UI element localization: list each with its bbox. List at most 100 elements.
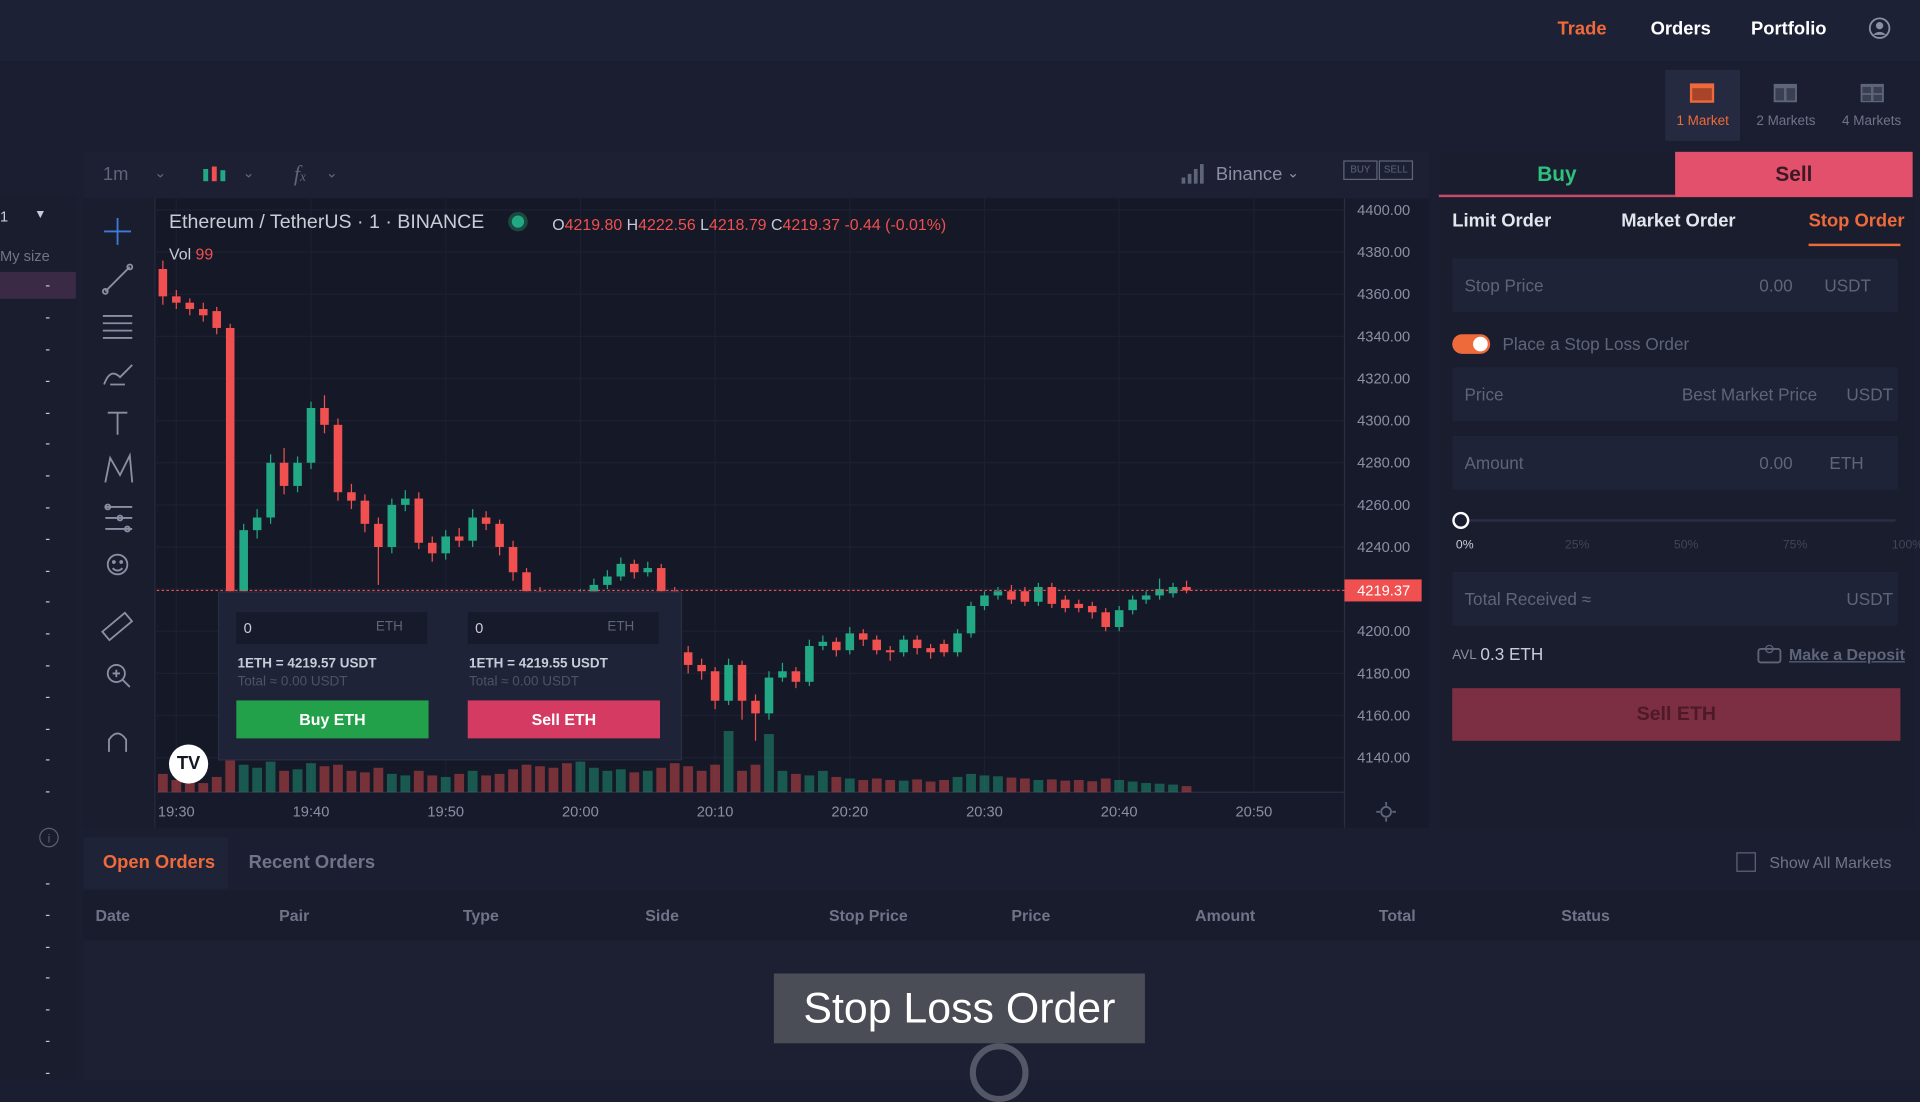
checkbox[interactable] — [1736, 852, 1756, 872]
buy-button[interactable]: Buy ETH — [236, 700, 429, 739]
dropdown-arrow[interactable]: ⌄ — [154, 164, 167, 182]
candle-body — [683, 652, 693, 665]
volume-bar — [400, 775, 411, 793]
candle-body — [899, 639, 908, 653]
indicators-icon[interactable]: fx — [293, 161, 307, 187]
dropdown-arrow[interactable]: ⌄ — [325, 164, 339, 182]
dropdown-arrow[interactable]: ▼ — [34, 208, 47, 222]
market-icon — [1860, 83, 1884, 103]
price-field[interactable]: Price Best Market Price USDT — [1452, 367, 1898, 422]
volume-bar — [1100, 778, 1111, 793]
column-header: Stop Price — [828, 906, 908, 925]
buy-amount-input[interactable] — [236, 612, 428, 645]
y-tick-label: 4160.00 — [1357, 708, 1410, 724]
slider-track[interactable] — [1459, 519, 1896, 522]
column-header: Pair — [279, 906, 310, 925]
order-type[interactable]: Limit Order — [1452, 210, 1552, 232]
side-row: - — [45, 720, 51, 738]
trendline-tool[interactable] — [101, 263, 134, 295]
field-unit: ETH — [1829, 453, 1864, 473]
candle-body — [1034, 587, 1043, 602]
dropdown-arrow[interactable]: ⌄ — [1286, 164, 1300, 182]
buy-tab[interactable]: Buy — [1438, 152, 1676, 198]
order-type-active[interactable]: Stop Order — [1808, 210, 1905, 232]
sell-amount-input[interactable] — [467, 612, 659, 645]
crosshair-tool[interactable] — [104, 217, 132, 245]
side-row: - — [45, 1064, 51, 1082]
prediction-tool[interactable] — [104, 503, 133, 533]
caption: Stop Loss Order — [773, 973, 1145, 1044]
slider-thumb[interactable] — [1452, 511, 1470, 529]
exchange-select[interactable]: Binance — [1215, 164, 1283, 185]
zoom-tool[interactable] — [106, 663, 131, 688]
nav-item[interactable]: Portfolio — [1751, 18, 1827, 40]
order-type[interactable]: Market Order — [1621, 210, 1736, 232]
market-tab-label[interactable]: 4 Markets — [1842, 113, 1902, 129]
y-tick-label: 4300.00 — [1357, 414, 1410, 430]
market-tab-label[interactable]: 1 Market — [1676, 113, 1729, 129]
candle-body — [347, 492, 356, 501]
side-row: - — [45, 592, 51, 610]
volume-bar — [602, 770, 613, 793]
volume-bar — [548, 767, 559, 793]
volume-bar — [184, 781, 195, 793]
volume-bar — [844, 778, 855, 793]
ruler-tool[interactable] — [101, 611, 134, 642]
sell-tab[interactable]: Sell — [1675, 151, 1913, 198]
brush-tool[interactable] — [103, 364, 133, 386]
buy-toggle[interactable]: BUY — [1343, 160, 1378, 180]
column-header: Price — [1011, 906, 1051, 925]
text-tool[interactable] — [107, 411, 128, 435]
volume-key: Vol — [168, 244, 192, 264]
candle-body — [1182, 587, 1191, 591]
volume-bar — [791, 773, 801, 793]
volume-bar — [292, 769, 303, 793]
volume-bar — [157, 773, 168, 793]
nav-item[interactable]: Trade — [1557, 18, 1607, 40]
pattern-tool[interactable] — [104, 452, 134, 483]
column-header: Status — [1561, 906, 1610, 925]
market-tab-active[interactable] — [1665, 69, 1740, 141]
emoji-tool[interactable] — [106, 553, 129, 576]
side-row: - — [45, 562, 51, 580]
orders-tab-active-bg — [83, 837, 228, 889]
buy-amount[interactable]: 0 — [243, 619, 252, 637]
side-interval[interactable]: 1 — [0, 208, 9, 226]
slider-label: 0% — [1455, 538, 1474, 553]
sell-amount[interactable]: 0 — [475, 619, 484, 637]
x-tick-label: 20:50 — [1235, 805, 1272, 821]
volume-bar — [1168, 784, 1178, 793]
user-icon[interactable] — [1868, 17, 1891, 39]
nav-item[interactable]: Orders — [1650, 18, 1711, 40]
volume-bar — [1087, 781, 1098, 793]
side-panel — [0, 195, 76, 1081]
stop-price-field[interactable]: Stop Price 0.00 USDT — [1452, 258, 1898, 313]
magnet-tool[interactable] — [108, 732, 128, 752]
orders-tab[interactable]: Recent Orders — [248, 852, 376, 874]
orders-tab[interactable]: Open Orders — [102, 852, 216, 874]
chart-type-icon[interactable] — [202, 164, 229, 186]
side-row: - — [45, 404, 51, 422]
info-icon[interactable]: i — [38, 827, 60, 849]
volume-bar — [1006, 777, 1017, 793]
sell-toggle[interactable]: SELL — [1378, 160, 1414, 180]
fib-tool[interactable] — [102, 315, 133, 339]
submit-button[interactable]: Sell ETH — [1452, 688, 1901, 741]
ohlc-legend: O4219.80 H4222.56 L4218.79 C4219.37 -0.4… — [552, 216, 946, 234]
dropdown-arrow[interactable]: ⌄ — [242, 164, 255, 182]
market-tab-label[interactable]: 2 Markets — [1756, 113, 1816, 129]
interval-select[interactable]: 1m — [102, 164, 129, 185]
toggle[interactable] — [1452, 334, 1491, 354]
amount-field[interactable]: Amount 0.00 ETH — [1452, 435, 1898, 490]
candle-body — [616, 563, 626, 577]
deposit-link[interactable]: Make a Deposit — [1788, 645, 1905, 664]
candle-body — [225, 327, 235, 592]
ohlc-key: H — [626, 215, 639, 234]
show-all-label[interactable]: Show All Markets — [1769, 853, 1892, 872]
sell-button[interactable]: Sell ETH — [467, 700, 660, 739]
volume-bar — [562, 763, 572, 793]
candle-body — [185, 302, 195, 309]
candle-body — [724, 664, 733, 701]
settings-icon[interactable] — [1375, 801, 1397, 823]
